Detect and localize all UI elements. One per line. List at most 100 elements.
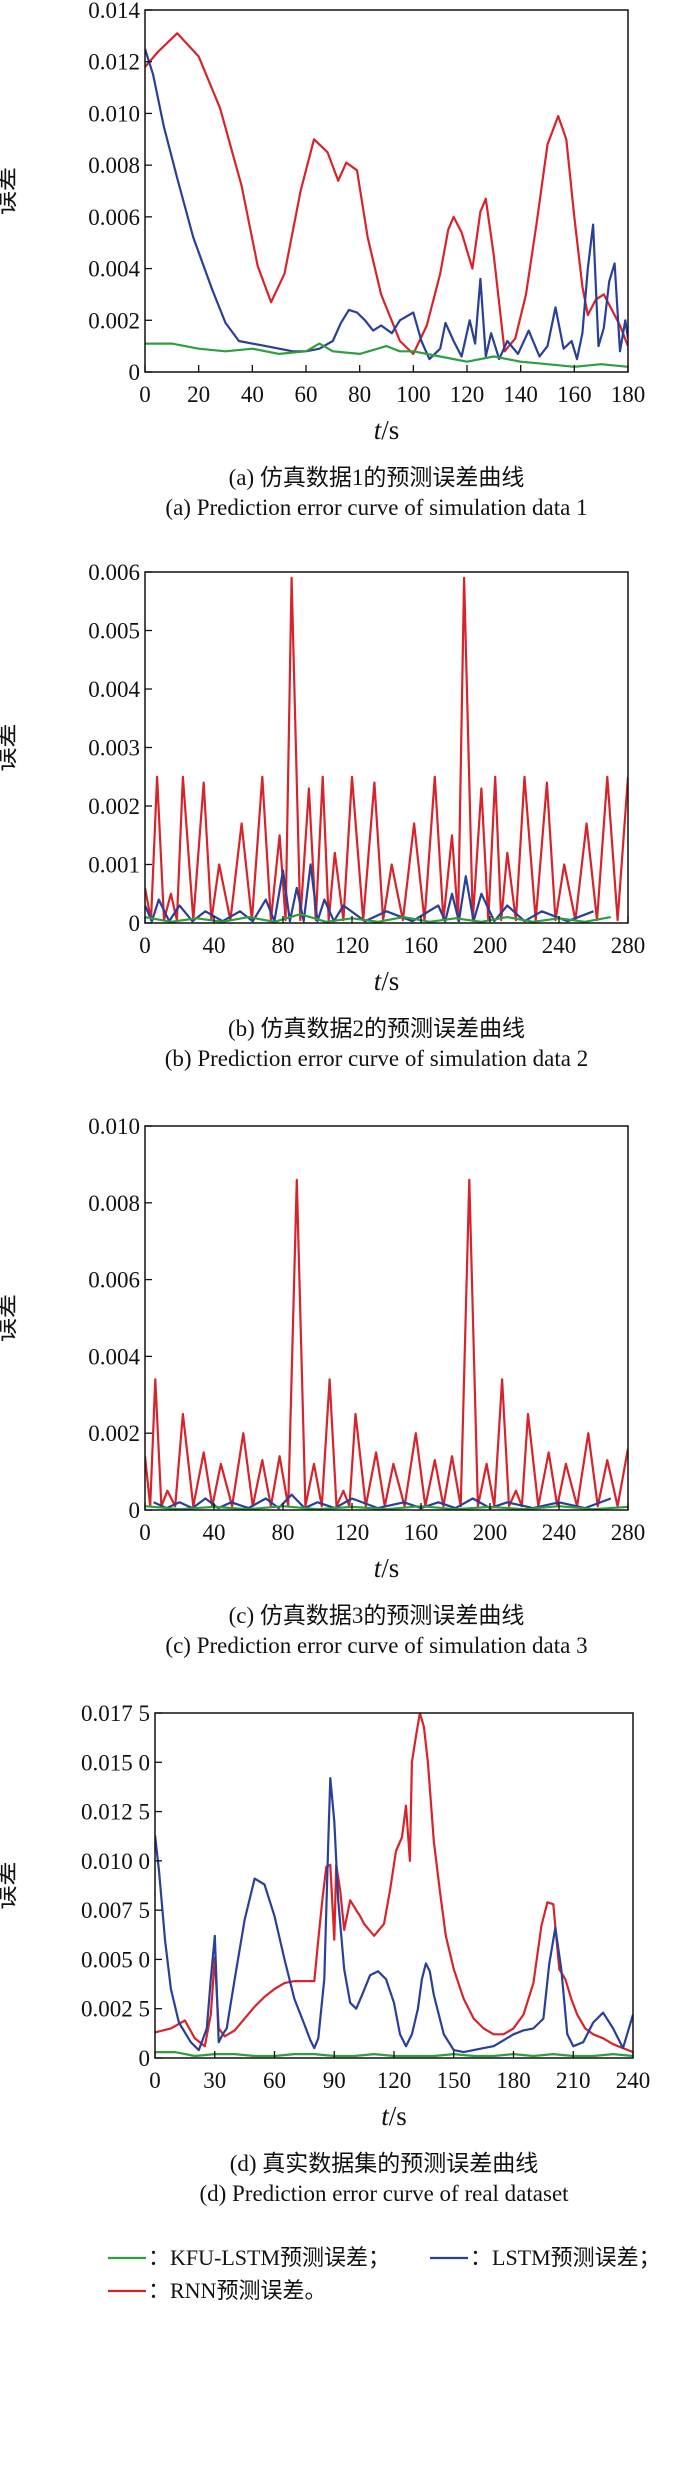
y-tick-label: 0.006 — [88, 205, 140, 230]
x-tick-label: 210 — [556, 2068, 591, 2093]
plot-frame — [144, 9, 629, 373]
y-tick-label: 0.003 — [88, 736, 140, 761]
series-line-rnn — [145, 576, 628, 922]
y-tick-label: 0.015 0 — [81, 1750, 150, 1775]
legend-label-rnn: ：RNN预测误差。 — [148, 2278, 326, 2303]
series-line-rnn — [145, 32, 628, 355]
series-line-kfu — [145, 342, 628, 368]
y-tick-label: 0.008 — [88, 1191, 140, 1216]
legend-label-kfu: ：KFU-LSTM预测误差； — [148, 2245, 390, 2270]
x-tick-label: 160 — [557, 382, 592, 407]
caption-cn: (d) 真实数据集的预测误差曲线 — [230, 2151, 539, 2176]
x-axis-label: t/s — [374, 1553, 400, 1583]
series-line-rnn — [155, 1713, 633, 2054]
plot-frame — [144, 1125, 629, 1511]
x-tick-label: 90 — [323, 2068, 346, 2093]
y-tick-label: 0.012 5 — [81, 1800, 150, 1825]
x-tick-label: 60 — [263, 2068, 286, 2093]
y-tick-label: 0.002 — [88, 308, 140, 333]
y-tick-label: 0.010 — [88, 101, 140, 126]
series-line-rnn — [145, 1178, 628, 1508]
x-tick-label: 0 — [139, 933, 151, 958]
y-tick-label: 0 — [129, 911, 141, 936]
x-tick-label: 240 — [542, 933, 577, 958]
y-tick-label: 0.006 — [88, 1268, 140, 1293]
x-tick-label: 160 — [404, 1520, 439, 1545]
series-line-lstm — [145, 48, 628, 361]
x-tick-label: 60 — [295, 382, 318, 407]
caption-en: (b) Prediction error curve of simulation… — [165, 1046, 588, 1071]
x-tick-label: 240 — [542, 1520, 577, 1545]
x-tick-label: 80 — [348, 382, 371, 407]
x-tick-label: 120 — [377, 2068, 412, 2093]
y-tick-label: 0.007 5 — [81, 1898, 150, 1923]
y-tick-label: 0 — [129, 360, 141, 385]
chart-panel-0: 0 20 40 60 80 100 120 140 160 180 0 0.002 0.004 0.006… — [0, 0, 645, 520]
series-line-kfu — [145, 913, 611, 923]
caption-cn: (a) 仿真数据1的预测误差曲线 — [229, 465, 525, 490]
x-tick-label: 80 — [272, 933, 295, 958]
x-tick-label: 40 — [203, 1520, 226, 1545]
chart-panel-3: 0 30 60 90 120 150 180 210 240 0 0.002 5 0.005 0 0.0… — [0, 1701, 650, 2206]
x-tick-label: 240 — [616, 2068, 651, 2093]
y-tick-label: 0 — [129, 1498, 141, 1523]
x-tick-label: 100 — [396, 382, 431, 407]
x-tick-label: 160 — [404, 933, 439, 958]
x-tick-label: 120 — [335, 933, 370, 958]
y-tick-label: 0.008 — [88, 153, 140, 178]
y-tick-label: 0.002 — [88, 794, 140, 819]
x-tick-label: 280 — [611, 933, 646, 958]
x-tick-label: 0 — [149, 2068, 161, 2093]
x-tick-label: 180 — [611, 382, 646, 407]
chart-panel-1: 0 40 80 120 160 200 240 280 0 0.001 0.002 0.003 0.00… — [0, 560, 645, 1071]
y-tick-label: 0.005 0 — [81, 1947, 150, 1972]
x-tick-label: 200 — [473, 933, 508, 958]
x-tick-label: 150 — [437, 2068, 472, 2093]
caption-en: (d) Prediction error curve of real datas… — [199, 2181, 569, 2206]
y-tick-label: 0.002 5 — [81, 1997, 150, 2022]
x-axis-label: t/s — [374, 415, 400, 445]
x-tick-label: 20 — [187, 382, 210, 407]
caption-cn: (c) 仿真数据3的预测误差曲线 — [229, 1603, 525, 1628]
caption-cn: (b) 仿真数据2的预测误差曲线 — [228, 1016, 525, 1041]
caption-en: (a) Prediction error curve of simulation… — [165, 495, 587, 520]
x-tick-label: 140 — [503, 382, 538, 407]
x-tick-label: 120 — [335, 1520, 370, 1545]
chart-panel-2: 0 40 80 120 160 200 240 280 0 0.002 0.004 0.006 0.00… — [0, 1114, 645, 1658]
y-tick-label: 0.002 — [88, 1421, 140, 1446]
y-tick-label: 0.017 5 — [81, 1701, 150, 1726]
series-group — [145, 32, 628, 368]
x-tick-label: 40 — [241, 382, 264, 407]
x-tick-label: 40 — [203, 933, 226, 958]
y-tick-label: 0.006 — [88, 560, 140, 585]
y-tick-label: 0.010 — [88, 1114, 140, 1139]
y-tick-label: 0 — [139, 2046, 151, 2071]
x-tick-label: 180 — [496, 2068, 531, 2093]
y-tick-label: 0.014 — [88, 0, 140, 23]
y-tick-label: 0.004 — [88, 677, 140, 702]
x-axis-label: t/s — [374, 966, 400, 996]
series-group — [145, 1178, 628, 1510]
y-tick-label: 0.004 — [88, 257, 140, 282]
y-tick-label: 0.001 — [88, 853, 140, 878]
y-axis-label: 误差 — [0, 167, 20, 215]
x-tick-label: 80 — [272, 1520, 295, 1545]
series-group — [155, 1713, 633, 2058]
series-line-lstm — [145, 863, 594, 923]
caption-en: (c) Prediction error curve of simulation… — [165, 1633, 587, 1658]
series-group — [145, 576, 628, 923]
x-tick-label: 120 — [450, 382, 485, 407]
x-tick-label: 200 — [473, 1520, 508, 1545]
y-tick-label: 0.005 — [88, 619, 140, 644]
y-axis-label: 误差 — [0, 1294, 20, 1342]
y-axis-label: 误差 — [0, 724, 20, 772]
legend: ：KFU-LSTM预测误差； ：LSTM预测误差； ：RNN预测误差。 — [108, 2245, 661, 2303]
y-tick-label: 0.004 — [88, 1344, 140, 1369]
x-tick-label: 30 — [203, 2068, 226, 2093]
x-tick-label: 0 — [139, 382, 151, 407]
series-line-kfu — [145, 1505, 628, 1510]
y-tick-label: 0.012 — [88, 50, 140, 75]
y-tick-label: 0.010 0 — [81, 1849, 150, 1874]
legend-label-lstm: ：LSTM预测误差； — [470, 2245, 661, 2270]
